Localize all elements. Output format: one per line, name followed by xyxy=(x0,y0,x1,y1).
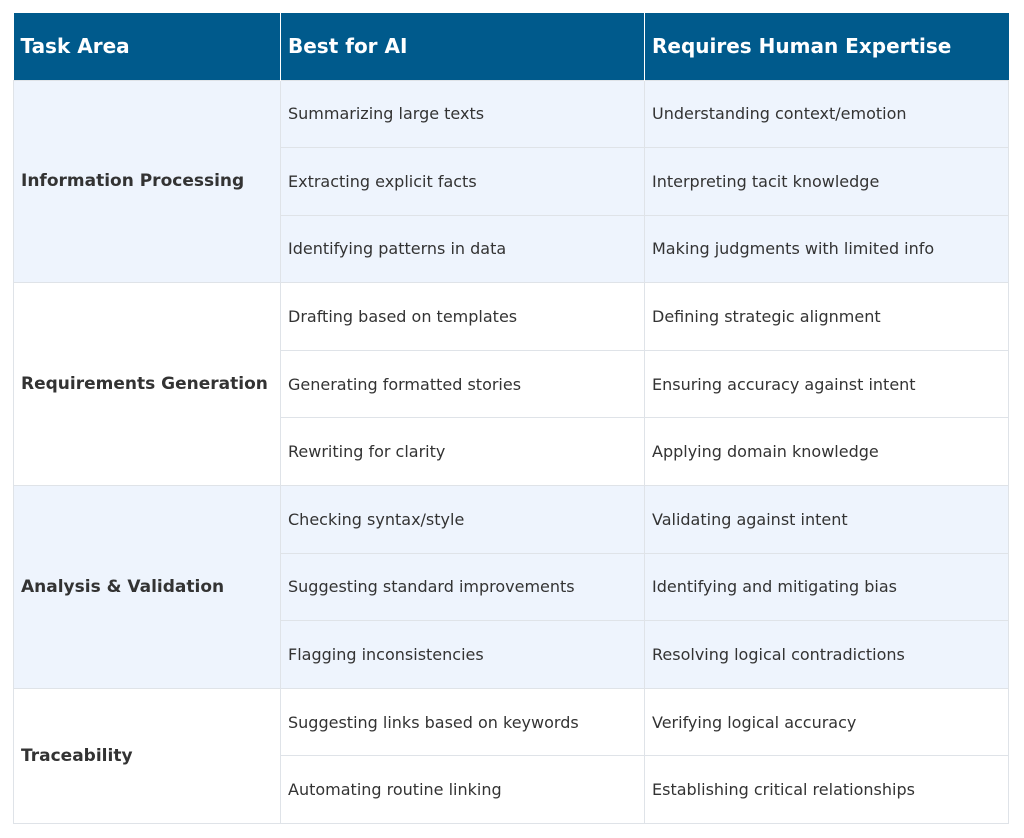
header-requires-human-expertise: Requires Human Expertise xyxy=(644,13,1009,80)
ai-cell: Extracting explicit facts xyxy=(280,147,645,216)
header-row: Task Area Best for AI Requires Human Exp… xyxy=(13,13,1009,80)
ai-cell: Flagging inconsistencies xyxy=(280,620,645,689)
task-area-cell: Traceability xyxy=(13,687,281,825)
ai-vs-human-table: Task Area Best for AI Requires Human Exp… xyxy=(13,13,1009,825)
human-cell: Validating against intent xyxy=(644,485,1009,554)
table-row: Automating routine linking Establishing … xyxy=(14,755,1009,825)
ai-cell: Identifying patterns in data xyxy=(280,214,645,284)
task-area-cell: Analysis & Validation xyxy=(13,485,281,689)
table-row: Suggesting standard improvements Identif… xyxy=(14,552,1009,622)
ai-cell: Generating formatted stories xyxy=(280,349,645,419)
table-row: Extracting explicit facts Interpreting t… xyxy=(14,147,1009,216)
ai-cell: Drafting based on templates xyxy=(280,282,645,351)
ai-cell: Suggesting standard improvements xyxy=(280,552,645,622)
task-area-cell: Requirements Generation xyxy=(13,282,281,487)
human-cell: Making judgments with limited info xyxy=(644,214,1009,284)
ai-cell: Rewriting for clarity xyxy=(280,417,645,487)
human-cell: Defining strategic alignment xyxy=(644,282,1009,351)
human-cell: Verifying logical accuracy xyxy=(644,687,1009,757)
human-cell: Establishing critical relationships xyxy=(644,755,1009,825)
ai-cell: Automating routine linking xyxy=(280,755,645,825)
header-best-for-ai: Best for AI xyxy=(280,13,645,80)
human-cell: Understanding context/emotion xyxy=(644,79,1009,149)
table-row: Traceability Suggesting links based on k… xyxy=(13,687,1009,825)
human-cell: Applying domain knowledge xyxy=(644,417,1009,487)
table-row: Information Processing Summarizing large… xyxy=(13,79,1009,284)
header-task-area: Task Area xyxy=(13,13,281,80)
ai-cell: Summarizing large texts xyxy=(280,79,645,149)
task-area-cell: Information Processing xyxy=(13,79,281,284)
ai-cell: Checking syntax/style xyxy=(280,485,645,554)
table-row: Identifying patterns in data Making judg… xyxy=(14,214,1009,284)
table-row: Analysis & Validation Checking syntax/st… xyxy=(13,485,1009,689)
human-cell: Resolving logical contradictions xyxy=(644,620,1009,689)
human-cell: Ensuring accuracy against intent xyxy=(644,349,1009,419)
human-cell: Interpreting tacit knowledge xyxy=(644,147,1009,216)
table-row: Requirements Generation Drafting based o… xyxy=(13,282,1009,487)
table-row: Generating formatted stories Ensuring ac… xyxy=(14,349,1009,419)
human-cell: Identifying and mitigating bias xyxy=(644,552,1009,622)
table-row: Flagging inconsistencies Resolving logic… xyxy=(14,620,1009,689)
ai-cell: Suggesting links based on keywords xyxy=(280,687,645,757)
table-row: Rewriting for clarity Applying domain kn… xyxy=(14,417,1009,487)
